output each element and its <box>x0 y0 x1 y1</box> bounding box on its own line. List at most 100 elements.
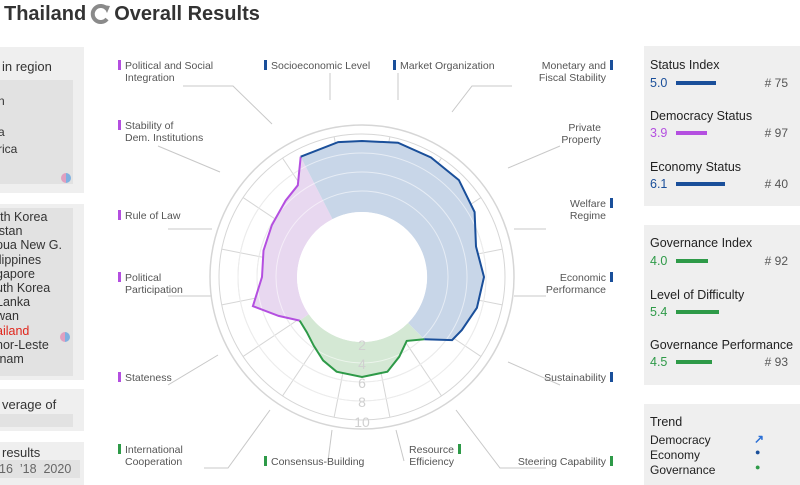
status-panel: Status Index 5.0 # 75 Democracy Status 3… <box>644 46 800 206</box>
leader-line <box>507 145 561 169</box>
label-rule-of-law[interactable]: Rule of Law <box>118 210 180 222</box>
democracy-status-bar <box>676 131 707 135</box>
leader-line <box>455 409 546 469</box>
label-stability[interactable]: Stability of Dem. Institutions <box>118 120 203 144</box>
leader-line <box>507 361 561 386</box>
governance-marker <box>118 444 121 454</box>
label-steering[interactable]: Steering Capability <box>518 456 613 468</box>
label-socioeconomic[interactable]: Socioeconomic Level <box>264 60 370 72</box>
governance-marker <box>264 456 267 466</box>
radar-ring <box>218 133 506 421</box>
status-index-rank: # 75 <box>764 76 788 90</box>
label-international[interactable]: International Cooperation <box>118 444 183 468</box>
country-name: Thailand <box>4 2 87 25</box>
label-resource[interactable]: Resource Efficiency <box>409 444 461 468</box>
economy-marker <box>610 372 613 382</box>
governance-index-value: 4.0 <box>650 254 668 268</box>
status-index-label: Status Index <box>650 58 720 72</box>
radar-grid-overlay <box>237 152 487 402</box>
country-item[interactable]: uth Korea <box>0 281 51 296</box>
trend-governance-label: Governance <box>650 463 716 477</box>
governance-index-rank: # 92 <box>764 254 788 268</box>
region-list: n a rica <box>0 80 73 184</box>
average-select[interactable] <box>0 414 73 427</box>
difficulty-label: Level of Difficulty <box>650 288 745 302</box>
color-dot <box>61 173 71 183</box>
governance-performance-value: 4.5 <box>650 355 668 369</box>
radar-grid-ring <box>237 152 487 402</box>
country-item[interactable]: ilippines <box>0 252 42 267</box>
leader-line <box>183 85 273 125</box>
democracy-marker <box>118 272 121 282</box>
label-economic-performance[interactable]: Economic Performance <box>546 272 613 296</box>
label-monetary[interactable]: Monetary and Fiscal Stability <box>539 60 613 84</box>
leader-line <box>167 354 219 386</box>
economy-status-rank: # 40 <box>764 177 788 191</box>
label-consensus[interactable]: Consensus-Building <box>264 456 364 468</box>
country-item[interactable]: wan <box>0 309 19 324</box>
country-item[interactable]: Lanka <box>0 295 31 310</box>
governance-performance-label: Governance Performance <box>650 338 794 352</box>
economy-line <box>300 139 486 342</box>
refresh-icon[interactable] <box>89 3 111 25</box>
difficulty-value: 5.4 <box>650 305 668 319</box>
label-private[interactable]: Private Property <box>561 122 601 146</box>
label-market[interactable]: Market Organization <box>393 60 495 72</box>
results-heading: results <box>2 445 41 460</box>
average-heading: verage of <box>2 397 57 412</box>
governance-index-label: Governance Index <box>650 236 753 250</box>
region-heading: in region <box>2 59 52 74</box>
democracy-marker <box>118 210 121 220</box>
ring-label: 6 <box>358 375 366 391</box>
economy-marker <box>610 198 613 208</box>
status-index-bar <box>676 81 716 85</box>
label-stateness[interactable]: Stateness <box>118 372 172 384</box>
label-sustainability[interactable]: Sustainability <box>544 372 613 384</box>
country-item[interactable]: gapore <box>0 266 35 281</box>
year-selector: 16 ’18 2020 <box>0 460 80 478</box>
ring-label: 4 <box>358 356 366 372</box>
country-item[interactable]: rth Korea <box>0 210 48 224</box>
country-item[interactable]: pua New G. <box>0 238 63 253</box>
democracy-area <box>252 156 333 321</box>
label-political-social[interactable]: Political and Social Integration <box>118 60 213 84</box>
country-item-selected[interactable]: ailand <box>0 323 30 338</box>
economy-status-label: Economy Status <box>650 160 742 174</box>
label-welfare[interactable]: Welfare Regime <box>570 198 613 222</box>
ring-labels: 2 4 6 8 10 <box>354 337 370 430</box>
label-political-participation[interactable]: Political Participation <box>118 272 183 296</box>
country-item[interactable]: tnam <box>0 352 24 367</box>
country-item[interactable]: istan <box>0 224 23 239</box>
status-index-value: 5.0 <box>650 76 668 90</box>
dot-icon: ● <box>755 462 761 472</box>
trend-economy-label: Economy <box>650 448 701 462</box>
country-item[interactable]: nor-Leste <box>0 337 49 352</box>
difficulty-bar <box>676 310 719 314</box>
governance-performance-rank: # 93 <box>764 355 788 369</box>
governance-performance-bar <box>676 360 712 364</box>
year-list[interactable]: 16 ’18 2020 <box>0 462 72 476</box>
trend-panel: Trend Democracy ↗ Economy ● Governance ● <box>644 404 800 485</box>
democracy-status-label: Democracy Status <box>650 109 753 123</box>
governance-index-bar <box>676 259 708 263</box>
economy-status-bar <box>676 182 725 186</box>
economy-marker <box>610 60 613 70</box>
democracy-line <box>251 156 302 322</box>
region-item[interactable]: rica <box>0 142 18 156</box>
region-item[interactable]: n <box>0 94 5 108</box>
average-panel: verage of <box>0 389 84 431</box>
region-item[interactable]: a <box>0 125 5 139</box>
leader-line <box>157 145 221 173</box>
democracy-marker <box>118 372 121 382</box>
region-panel: in region n a rica <box>0 47 84 193</box>
page-title: Thailand Overall Results <box>4 0 260 28</box>
country-list <box>0 208 73 376</box>
economy-marker <box>393 60 396 70</box>
radar-grid-ring <box>275 190 449 364</box>
governance-marker <box>458 444 461 454</box>
ring-label: 8 <box>358 394 366 410</box>
trend-democracy-label: Democracy <box>650 433 711 447</box>
country-list-items: rth Korea istan pua New G. ilippines gap… <box>0 210 62 366</box>
leader-line <box>451 85 512 113</box>
economy-marker <box>264 60 267 70</box>
